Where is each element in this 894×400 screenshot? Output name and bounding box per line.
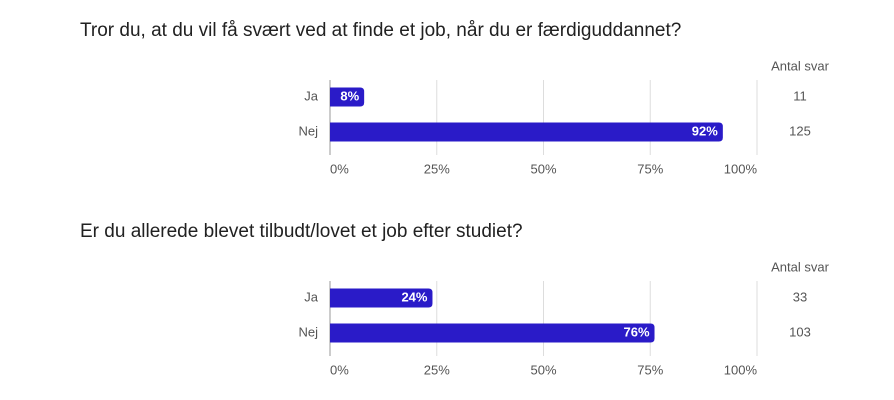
bar xyxy=(330,288,433,308)
category-label: Ja xyxy=(304,289,319,304)
x-tick-label: 50% xyxy=(530,362,556,377)
chart-title: Er du allerede blevet tilbudt/lovet et j… xyxy=(80,221,523,242)
count: 103 xyxy=(789,324,811,339)
x-tick-label: 25% xyxy=(424,362,450,377)
value-label: 76% xyxy=(623,324,649,339)
chart-title: Tror du, at du vil få svært ved at finde… xyxy=(80,20,681,41)
category-label: Nej xyxy=(298,123,318,138)
counts-header: Antal svar xyxy=(771,58,829,73)
count: 125 xyxy=(789,123,811,138)
bar xyxy=(330,323,655,343)
bar xyxy=(330,87,365,107)
x-tick-label: 100% xyxy=(724,161,758,176)
bar xyxy=(330,122,723,142)
counts-header: Antal svar xyxy=(771,259,829,274)
x-tick-label: 0% xyxy=(330,161,349,176)
x-tick-label: 100% xyxy=(724,362,758,377)
x-tick-label: 25% xyxy=(424,161,450,176)
value-label: 24% xyxy=(401,289,427,304)
category-label: Nej xyxy=(298,324,318,339)
count: 33 xyxy=(793,289,807,304)
x-tick-label: 0% xyxy=(330,362,349,377)
count: 11 xyxy=(793,88,807,103)
value-label: 92% xyxy=(692,123,718,138)
category-label: Ja xyxy=(304,88,319,103)
x-tick-label: 75% xyxy=(637,161,663,176)
value-label: 8% xyxy=(340,88,359,103)
x-tick-label: 50% xyxy=(530,161,556,176)
x-tick-label: 75% xyxy=(637,362,663,377)
